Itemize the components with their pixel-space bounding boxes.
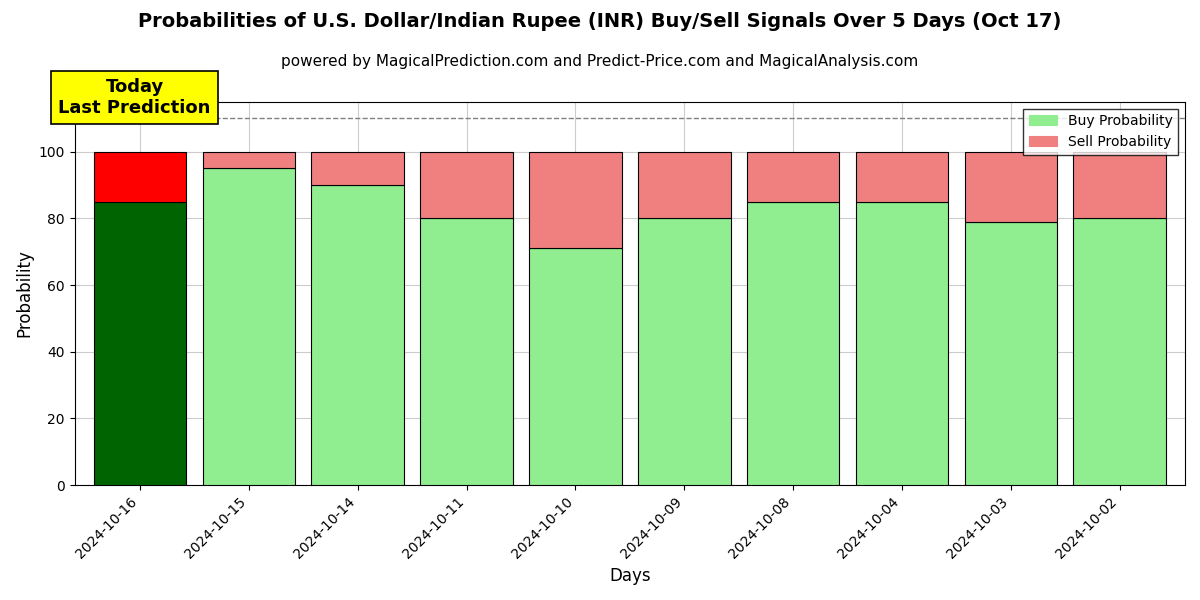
Bar xyxy=(203,152,295,169)
Bar xyxy=(312,152,404,185)
Bar xyxy=(1074,218,1166,485)
Bar xyxy=(312,185,404,485)
Bar xyxy=(746,202,839,485)
Bar xyxy=(965,222,1057,485)
Text: Probabilities of U.S. Dollar/Indian Rupee (INR) Buy/Sell Signals Over 5 Days (Oc: Probabilities of U.S. Dollar/Indian Rupe… xyxy=(138,12,1062,31)
Text: Today
Last Prediction: Today Last Prediction xyxy=(59,78,211,117)
Legend: Buy Probability, Sell Probability: Buy Probability, Sell Probability xyxy=(1024,109,1178,155)
Bar xyxy=(420,152,512,218)
Bar xyxy=(1074,152,1166,218)
Bar xyxy=(94,202,186,485)
Bar xyxy=(529,152,622,248)
Bar xyxy=(203,169,295,485)
Bar xyxy=(856,202,948,485)
Bar xyxy=(746,152,839,202)
Y-axis label: Probability: Probability xyxy=(16,250,34,337)
X-axis label: Days: Days xyxy=(610,567,650,585)
Bar xyxy=(856,152,948,202)
Bar xyxy=(529,248,622,485)
Bar xyxy=(420,218,512,485)
Bar xyxy=(94,152,186,202)
Bar xyxy=(638,218,731,485)
Bar xyxy=(638,152,731,218)
Text: powered by MagicalPrediction.com and Predict-Price.com and MagicalAnalysis.com: powered by MagicalPrediction.com and Pre… xyxy=(281,54,919,69)
Bar xyxy=(965,152,1057,222)
